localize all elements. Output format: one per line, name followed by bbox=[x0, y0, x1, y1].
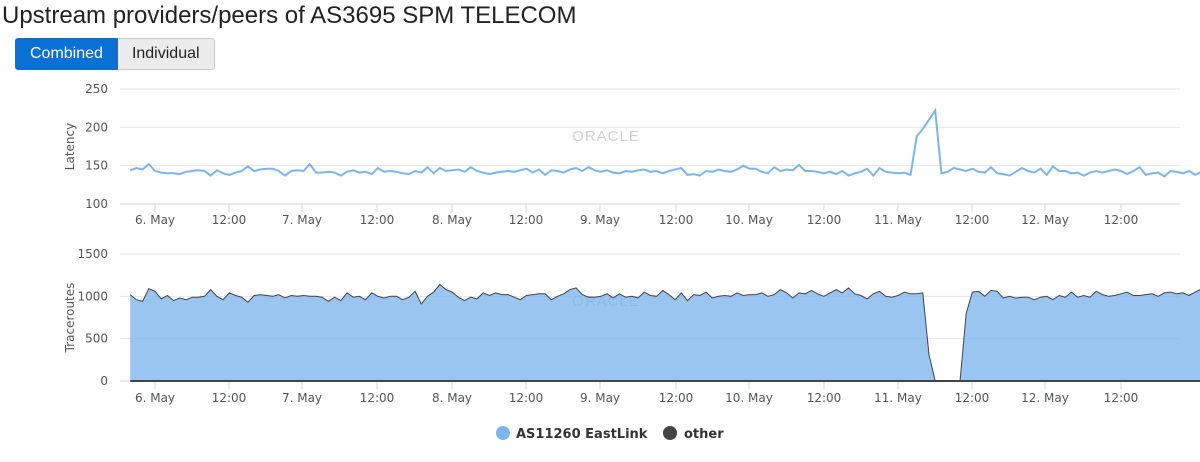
x-tick-label: 7. May bbox=[282, 213, 322, 227]
legend-eastlink-marker bbox=[496, 426, 510, 440]
y-tick-label: 1000 bbox=[77, 289, 108, 303]
view-toggle: Combined Individual bbox=[15, 38, 215, 70]
x-tick-label: 12:00 bbox=[955, 213, 990, 227]
x-tick-label: 11. May bbox=[874, 391, 922, 405]
x-tick-label: 12:00 bbox=[509, 391, 544, 405]
legend-eastlink-label: AS11260 EastLink bbox=[516, 427, 648, 442]
x-tick-label: 10. May bbox=[725, 391, 773, 405]
x-tick-label: 9. May bbox=[580, 391, 620, 405]
y-tick-label: 0 bbox=[100, 374, 108, 388]
page-title: Upstream providers/peers of AS3695 SPM T… bbox=[2, 2, 577, 29]
y-axis-title: Traceroutes bbox=[63, 283, 77, 354]
x-tick-label: 12:00 bbox=[955, 391, 990, 405]
x-tick-label: 6. May bbox=[135, 391, 175, 405]
x-tick-label: 12:00 bbox=[1104, 391, 1139, 405]
eastlink-area-outline bbox=[129, 283, 1200, 382]
y-axis-title: Latency bbox=[63, 123, 77, 170]
x-tick-label: 8. May bbox=[432, 213, 472, 227]
x-tick-label: 12:00 bbox=[1104, 213, 1139, 227]
x-tick-label: 6. May bbox=[135, 213, 175, 227]
x-tick-label: 7. May bbox=[282, 391, 322, 405]
x-tick-label: 12:00 bbox=[509, 213, 544, 227]
x-tick-label: 12:00 bbox=[360, 391, 395, 405]
x-tick-label: 8. May bbox=[432, 391, 472, 405]
x-tick-label: 12:00 bbox=[212, 391, 247, 405]
y-tick-label: 250 bbox=[85, 82, 108, 96]
individual-button[interactable]: Individual bbox=[117, 38, 215, 70]
watermark: ORACLE bbox=[572, 128, 640, 145]
y-tick-label: 1500 bbox=[77, 247, 108, 261]
y-tick-label: 200 bbox=[85, 120, 108, 134]
x-tick-label: 10. May bbox=[725, 213, 773, 227]
eastlink-area bbox=[130, 284, 1200, 381]
x-tick-label: 12:00 bbox=[360, 213, 395, 227]
latency-series-line bbox=[129, 107, 1200, 178]
x-tick-label: 12:00 bbox=[212, 213, 247, 227]
combined-button[interactable]: Combined bbox=[15, 38, 118, 70]
legend-other-marker bbox=[663, 426, 677, 440]
y-tick-label: 150 bbox=[85, 159, 108, 173]
x-tick-label: 12:00 bbox=[659, 213, 694, 227]
y-tick-label: 100 bbox=[85, 197, 108, 211]
x-tick-label: 12:00 bbox=[659, 391, 694, 405]
x-tick-label: 9. May bbox=[580, 213, 620, 227]
x-tick-label: 12:00 bbox=[807, 391, 842, 405]
y-tick-label: 500 bbox=[85, 332, 108, 346]
x-tick-label: 11. May bbox=[874, 213, 922, 227]
legend-other-label: other bbox=[684, 427, 724, 442]
x-tick-label: 12:00 bbox=[807, 213, 842, 227]
x-tick-label: 12. May bbox=[1021, 391, 1069, 405]
x-tick-label: 12. May bbox=[1021, 213, 1069, 227]
